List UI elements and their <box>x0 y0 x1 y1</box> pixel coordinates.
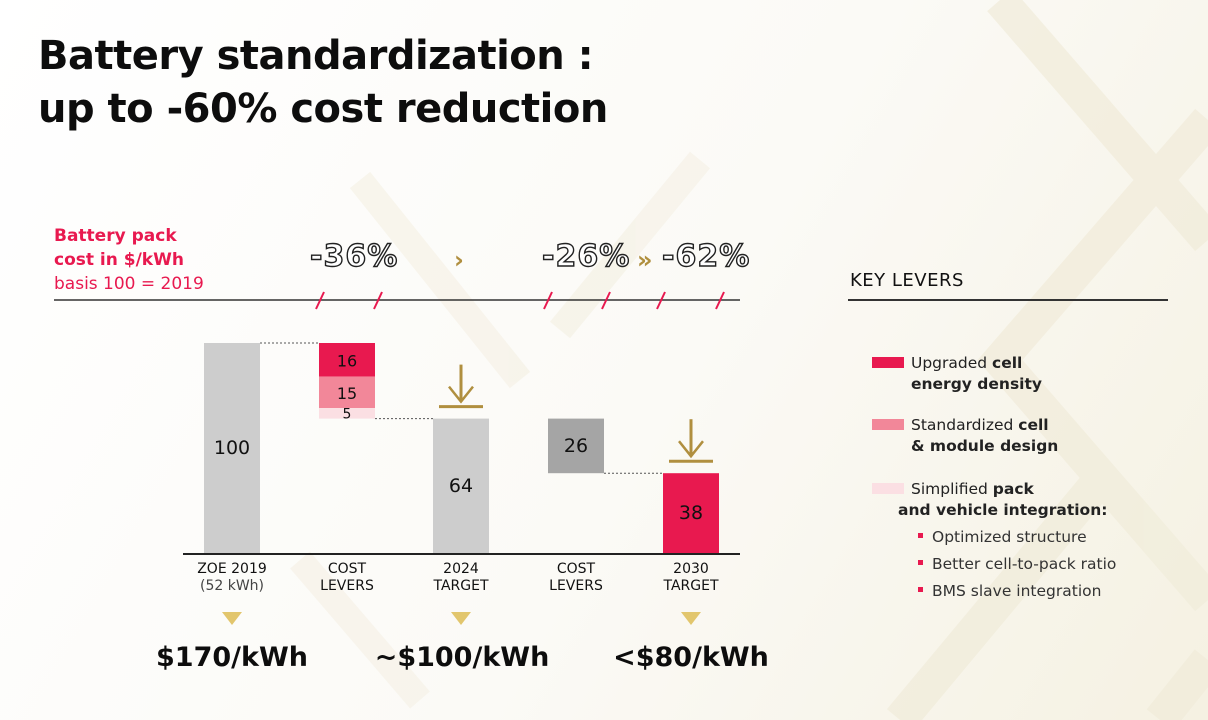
x-tick-label: COST <box>328 561 367 577</box>
x-tick-label: LEVERS <box>549 578 603 594</box>
bullet-square-icon <box>918 587 923 592</box>
bar-segment <box>319 408 375 419</box>
x-tick-label: TARGET <box>662 578 718 594</box>
bar-segment <box>319 343 375 377</box>
basis-line-2: cost in $/kWh <box>54 250 184 270</box>
x-tick-label: LEVERS <box>320 578 374 594</box>
bullet-square-icon <box>918 533 923 538</box>
bar-value-label: 26 <box>564 435 588 457</box>
pack-integration-bullets: Optimized structure Better cell-to-pack … <box>918 524 1116 605</box>
bar-100 <box>204 343 260 553</box>
bar-value-label: 100 <box>214 437 250 459</box>
bar-value-label: 38 <box>679 502 703 524</box>
bullet-item: Optimized structure <box>918 524 1116 551</box>
slash-marker <box>373 291 383 310</box>
segment-value-label: 5 <box>343 406 352 422</box>
legend-swatch-pink <box>872 419 904 430</box>
slash-marker <box>315 291 325 310</box>
x-tick-label: 2030 <box>673 561 709 577</box>
legend-bold: pack <box>992 480 1034 498</box>
price-2024: ~$100/kWh <box>374 642 550 673</box>
reduction-62-label: -62% <box>661 238 751 274</box>
bullet-text: BMS slave integration <box>932 582 1102 600</box>
reduction-36-label: -36% <box>309 238 399 274</box>
reduction-26-label: -26% <box>541 238 631 274</box>
segment-value-label: 15 <box>337 384 357 403</box>
slash-marker <box>715 291 725 310</box>
legend-bold: cell <box>1018 416 1049 434</box>
bar-segment <box>319 376 375 409</box>
legend-text: Upgraded <box>911 354 993 372</box>
bullet-text: Optimized structure <box>932 528 1087 546</box>
slash-marker <box>656 291 666 310</box>
bullet-text: Better cell-to-pack ratio <box>932 555 1117 573</box>
basis-label: Battery pack cost in $/kWh basis 100 = 2… <box>54 224 204 296</box>
key-levers-title: KEY LEVERS <box>850 270 964 291</box>
x-tick-label: COST <box>557 561 596 577</box>
bar-decrease <box>548 418 604 474</box>
bullet-item: Better cell-to-pack ratio <box>918 551 1116 578</box>
down-triangle-icon <box>451 612 471 625</box>
chevron-right-icon: › <box>454 246 464 274</box>
x-tick-label: TARGET <box>432 578 488 594</box>
down-triangle-icon <box>222 612 242 625</box>
basis-line-3: basis 100 = 2019 <box>54 274 204 294</box>
x-tick-label: ZOE 2019 <box>197 561 267 577</box>
down-triangle-icon <box>681 612 701 625</box>
target-arrow-icon <box>448 385 474 404</box>
bullet-square-icon <box>918 560 923 565</box>
price-2019: $170/kWh <box>156 642 308 673</box>
bar-64 <box>433 418 489 553</box>
bullet-item: BMS slave integration <box>918 578 1116 605</box>
legend-text: Simplified <box>911 480 993 498</box>
legend-swatch-pale-pink <box>872 483 904 494</box>
x-tick-label: 2024 <box>443 561 479 577</box>
legend-bold-line2: & module design <box>911 437 1059 455</box>
segment-value-label: 16 <box>337 351 357 370</box>
legend-swatch-red <box>872 357 904 368</box>
legend-bold: cell <box>992 354 1023 372</box>
title-line-1: Battery standardization : <box>38 33 594 79</box>
x-tick-label: (52 kWh) <box>200 578 264 594</box>
bar-38 <box>663 473 719 553</box>
price-2030: <$80/kWh <box>613 642 769 673</box>
slash-marker <box>601 291 611 310</box>
legend-bold-line2: and vehicle integration: <box>898 501 1108 519</box>
legend-bold-line2: energy density <box>911 375 1042 393</box>
slash-marker <box>543 291 553 310</box>
title-line-2: up to -60% cost reduction <box>38 86 608 132</box>
bar-value-label: 64 <box>449 475 473 497</box>
page-title: Battery standardization : up to -60% cos… <box>38 30 608 136</box>
key-levers-divider <box>848 299 1168 301</box>
basis-line-1: Battery pack <box>54 226 177 246</box>
double-chevron-right-icon: » <box>637 246 653 274</box>
legend-text: Standardized <box>911 416 1019 434</box>
target-arrow-icon <box>678 440 704 459</box>
